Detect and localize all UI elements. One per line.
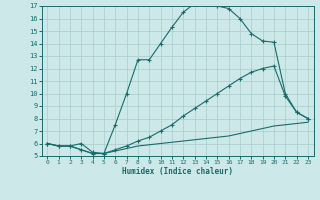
X-axis label: Humidex (Indice chaleur): Humidex (Indice chaleur) <box>122 167 233 176</box>
